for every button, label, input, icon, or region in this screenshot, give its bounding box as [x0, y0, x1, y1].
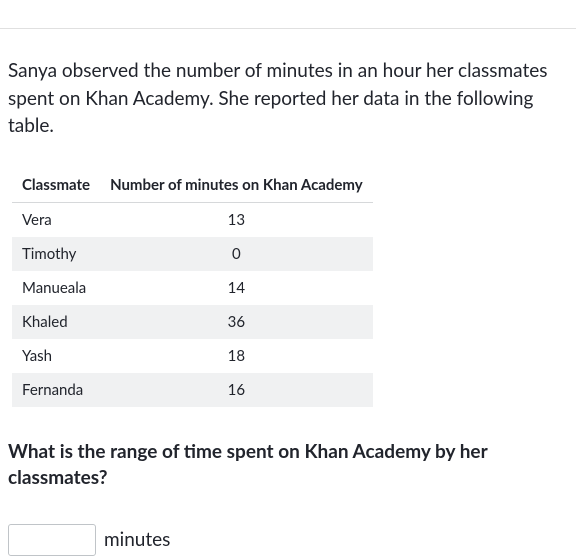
cell-classmate: Manueala [12, 271, 100, 305]
cell-classmate: Yash [12, 339, 100, 373]
section-divider [0, 28, 576, 29]
cell-minutes: 16 [100, 373, 373, 407]
cell-minutes: 18 [100, 339, 373, 373]
intro-paragraph: Sanya observed the number of minutes in … [8, 57, 568, 140]
cell-minutes: 36 [100, 305, 373, 339]
table-header-row: Classmate Number of minutes on Khan Acad… [12, 168, 373, 203]
table-row: Fernanda 16 [12, 373, 373, 407]
cell-minutes: 0 [100, 237, 373, 271]
problem-content: Sanya observed the number of minutes in … [0, 57, 576, 556]
question-prompt: What is the range of time spent on Khan … [8, 439, 568, 492]
table-row: Manueala 14 [12, 271, 373, 305]
cell-classmate: Timothy [12, 237, 100, 271]
cell-minutes: 14 [100, 271, 373, 305]
data-table: Classmate Number of minutes on Khan Acad… [12, 168, 373, 407]
answer-unit-label: minutes [104, 528, 170, 551]
cell-minutes: 13 [100, 202, 373, 237]
table-header-minutes: Number of minutes on Khan Academy [100, 168, 373, 203]
cell-classmate: Fernanda [12, 373, 100, 407]
table-row: Yash 18 [12, 339, 373, 373]
table-row: Khaled 36 [12, 305, 373, 339]
table-header-classmate: Classmate [12, 168, 100, 203]
answer-input[interactable] [8, 524, 96, 556]
table-row: Vera 13 [12, 202, 373, 237]
answer-row: minutes [8, 524, 568, 556]
cell-classmate: Khaled [12, 305, 100, 339]
cell-classmate: Vera [12, 202, 100, 237]
table-row: Timothy 0 [12, 237, 373, 271]
